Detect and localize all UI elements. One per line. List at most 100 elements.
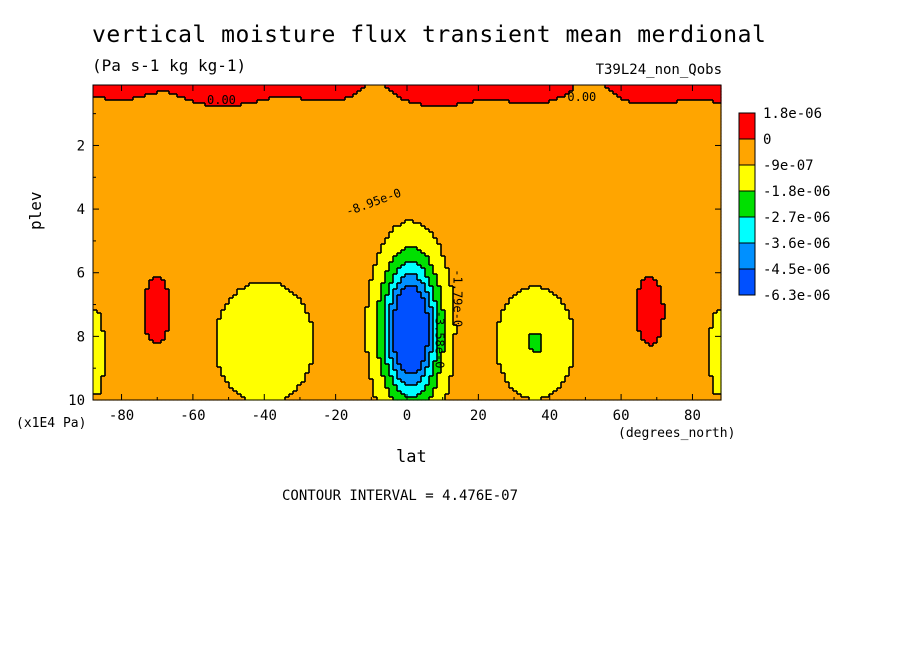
field-cell (545, 115, 550, 119)
field-cell (593, 121, 598, 125)
field-cell (657, 88, 662, 92)
field-cell (361, 88, 366, 92)
field-cell (361, 85, 366, 89)
field-cell (533, 91, 538, 95)
field-cell (601, 91, 606, 95)
field-cell (361, 91, 366, 95)
field-cell (613, 121, 618, 125)
field-cell (301, 121, 306, 125)
field-cell (305, 118, 310, 122)
field-cell (421, 118, 426, 122)
field-cell (509, 85, 514, 89)
field-cell (173, 124, 178, 128)
field-cell (489, 100, 494, 104)
field-cell (601, 124, 606, 128)
field-cell (677, 118, 682, 122)
field-cell (317, 103, 322, 107)
field-cell (205, 118, 210, 122)
field-cell (101, 124, 106, 128)
field-cell (665, 91, 670, 95)
field-cell (245, 106, 250, 110)
field-cell (505, 100, 510, 104)
field-cell (349, 106, 354, 110)
field-cell (253, 94, 258, 98)
field-cell (537, 106, 542, 110)
field-cell (333, 91, 338, 95)
field-cell (389, 94, 394, 98)
field-cell (137, 88, 142, 92)
field-cell (285, 109, 290, 113)
field-cell (245, 124, 250, 128)
field-cell (289, 118, 294, 122)
field-cell (421, 121, 426, 125)
field-cell (133, 118, 138, 122)
field-cell (337, 100, 342, 104)
field-cell (201, 88, 206, 92)
field-cell (181, 106, 186, 110)
field-cell (289, 109, 294, 113)
field-cell (701, 124, 706, 128)
field-cell (141, 112, 146, 116)
field-cell (149, 115, 154, 119)
field-cell (101, 85, 106, 89)
field-cell (573, 115, 578, 119)
field-cell (589, 121, 594, 125)
field-cell (297, 124, 302, 128)
field-cell (641, 115, 646, 119)
field-cell (697, 124, 702, 128)
field-cell (101, 100, 106, 104)
field-cell (305, 112, 310, 116)
field-cell (221, 103, 226, 107)
field-cell (237, 100, 242, 104)
field-cell (621, 103, 626, 107)
field-cell (605, 97, 610, 101)
field-cell (349, 115, 354, 119)
field-cell (225, 88, 230, 92)
field-cell (409, 103, 414, 107)
x-axis-label: lat (396, 447, 427, 467)
field-cell (101, 103, 106, 107)
field-cell (161, 103, 166, 107)
field-cell (705, 124, 710, 128)
field-cell (245, 100, 250, 104)
field-cell (217, 103, 222, 107)
field-cell (705, 121, 710, 125)
field-cell (693, 106, 698, 110)
field-cell (589, 91, 594, 95)
field-cell (373, 85, 378, 89)
field-cell (493, 94, 498, 98)
field-cell (109, 100, 114, 104)
field-cell (201, 124, 206, 128)
field-cell (473, 91, 478, 95)
field-cell (189, 103, 194, 107)
field-cell (245, 85, 250, 89)
field-cell (381, 91, 386, 95)
field-cell (337, 109, 342, 113)
field-cell (217, 118, 222, 122)
field-cell (93, 109, 98, 113)
field-cell (525, 115, 530, 119)
field-cell (517, 121, 522, 125)
field-cell (369, 88, 374, 92)
field-cell (305, 85, 310, 89)
field-cell (325, 106, 330, 110)
field-cell (461, 115, 466, 119)
field-cell (253, 85, 258, 89)
field-cell (533, 124, 538, 128)
field-cell (261, 109, 266, 113)
field-cell (577, 106, 582, 110)
field-cell (457, 121, 462, 125)
field-cell (665, 85, 670, 89)
field-cell (257, 100, 262, 104)
field-cell (217, 97, 222, 101)
field-cell (497, 103, 502, 107)
field-cell (337, 115, 342, 119)
field-cell (265, 115, 270, 119)
field-cell (473, 103, 478, 107)
field-cell (461, 109, 466, 113)
field-cell (357, 115, 362, 119)
field-cell (489, 103, 494, 107)
field-cell (129, 109, 134, 113)
field-cell (237, 88, 242, 92)
field-cell (281, 91, 286, 95)
